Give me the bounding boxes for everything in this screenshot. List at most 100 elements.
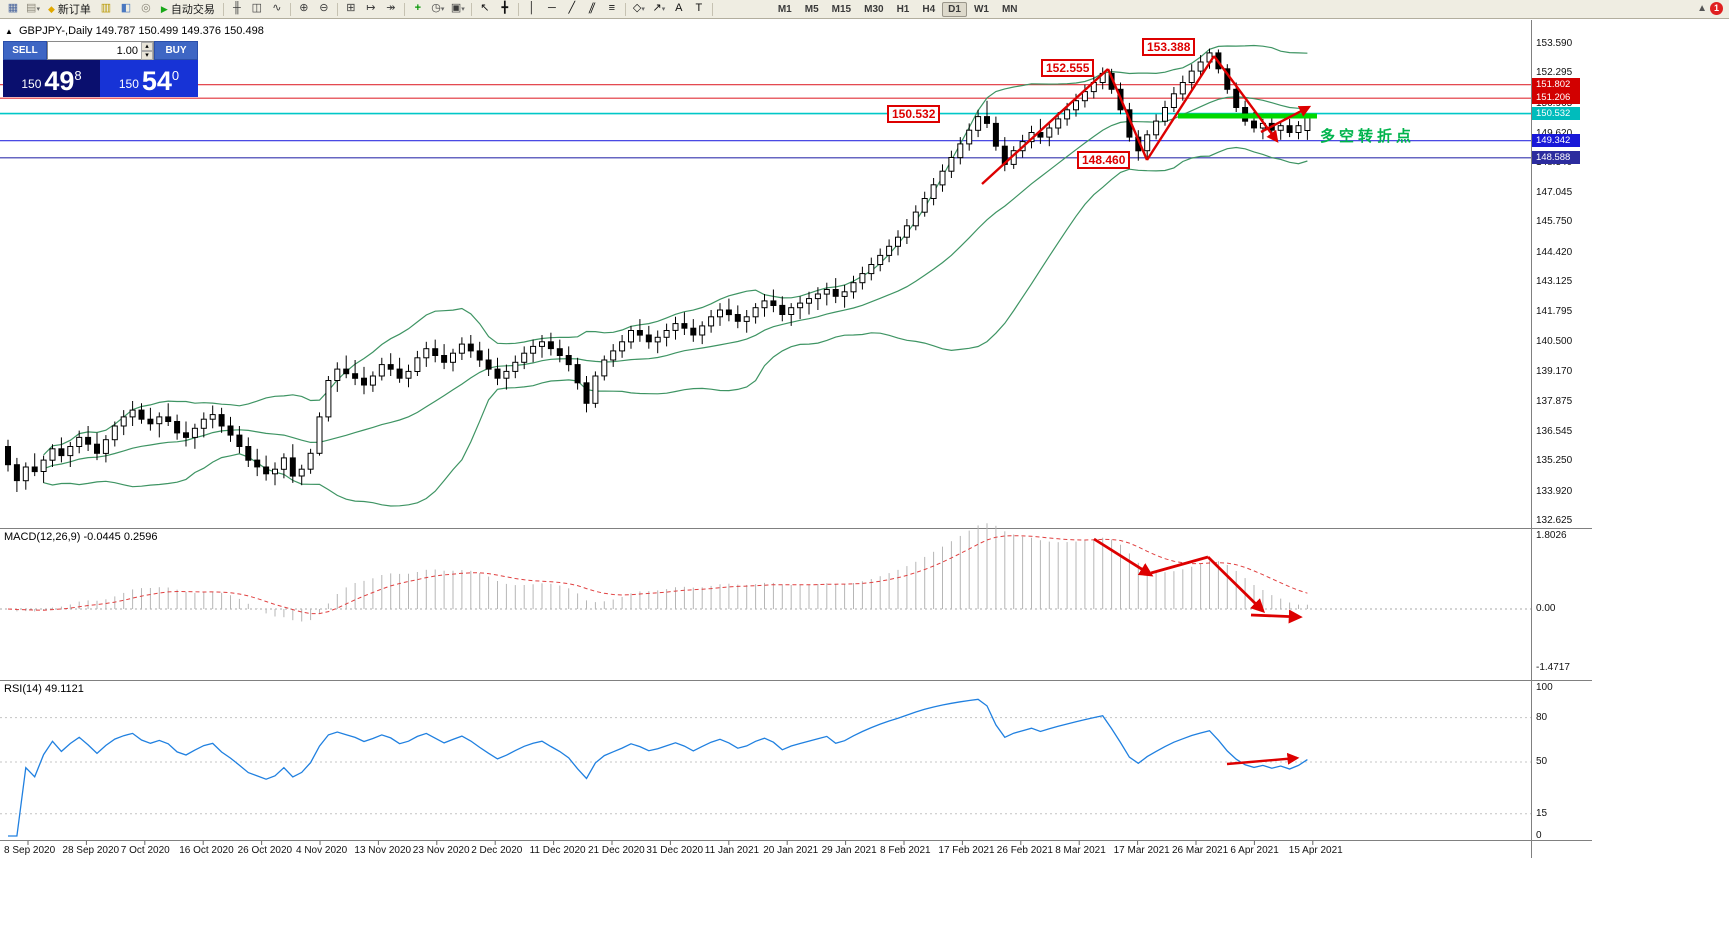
timeframe-button-m5[interactable]: M5 bbox=[804, 3, 819, 15]
toolbar-separator bbox=[289, 2, 291, 16]
line-chart-icon[interactable]: ∿ bbox=[267, 1, 287, 17]
tile-windows-icon: ⊞ bbox=[346, 2, 356, 14]
sell-button[interactable]: SELL bbox=[3, 41, 47, 60]
timeframe-button-mn[interactable]: MN bbox=[1001, 3, 1018, 15]
periods-icon[interactable]: ◷▾ bbox=[428, 1, 448, 17]
new-chart-icon[interactable]: ▦ bbox=[3, 1, 23, 17]
timeframe-button-m15[interactable]: M15 bbox=[831, 3, 852, 15]
profiles-icon[interactable]: ▤▾ bbox=[23, 1, 43, 17]
fibonacci-icon[interactable]: ≡ bbox=[602, 1, 622, 17]
bar-chart-icon[interactable]: ╫ bbox=[227, 1, 247, 17]
volume-up-icon[interactable]: ▴ bbox=[141, 42, 153, 51]
macd-annotation-arrow[interactable] bbox=[1150, 555, 1209, 575]
templates-icon: ▣ bbox=[450, 2, 462, 14]
candlestick-chart-icon[interactable]: ◫ bbox=[247, 1, 267, 17]
chart-shift-icon[interactable]: ↠ bbox=[381, 1, 401, 17]
zoom-out-icon[interactable]: ⊖ bbox=[314, 1, 334, 17]
vertical-line-icon: │ bbox=[528, 2, 536, 14]
chart-info-line: ▲ GBPJPY-,Daily 149.787 150.499 149.376 … bbox=[5, 25, 264, 37]
new-order-button-label: 新订单 bbox=[57, 4, 91, 16]
alert-icon[interactable]: ▲ bbox=[1697, 3, 1707, 14]
market-watch-icon[interactable]: ▥ bbox=[96, 1, 116, 17]
price-callout-label[interactable]: 148.460 bbox=[1077, 151, 1131, 169]
horizontal-line-icon[interactable]: ─ bbox=[542, 1, 562, 17]
text-icon[interactable]: A bbox=[669, 1, 689, 17]
bollinger-upper-band bbox=[43, 44, 1308, 456]
trend-zigzag-line[interactable] bbox=[981, 68, 1109, 185]
price-callout-label[interactable]: 150.532 bbox=[887, 105, 941, 123]
symbol-period-label: GBPJPY-,Daily bbox=[18, 25, 93, 37]
timeframe-button-w1[interactable]: W1 bbox=[973, 3, 989, 15]
trendline-icon[interactable]: ╱ bbox=[562, 1, 582, 17]
toolbar-separator bbox=[222, 2, 224, 16]
price-axis-label: 136.545 bbox=[1536, 425, 1573, 437]
crosshair-icon[interactable]: ╋ bbox=[495, 1, 515, 17]
macd-annotation-arrow[interactable] bbox=[1207, 556, 1265, 613]
channel-icon[interactable]: ∥ bbox=[582, 1, 602, 17]
toolbar-alerts: ▲ 1 bbox=[1697, 2, 1723, 15]
chevron-down-icon: ▾ bbox=[461, 6, 465, 13]
trend-zigzag-line[interactable] bbox=[1106, 68, 1149, 161]
fibonacci-icon: ≡ bbox=[608, 2, 616, 14]
date-axis-label: 28 Sep 2020 bbox=[62, 845, 120, 856]
macd-annotation-arrow[interactable] bbox=[1250, 609, 1303, 624]
rsi-annotation-arrow[interactable] bbox=[1226, 752, 1300, 766]
price-tag: 148.588 bbox=[1532, 150, 1580, 164]
buy-button[interactable]: BUY bbox=[154, 41, 198, 60]
text-label-icon[interactable]: T bbox=[689, 1, 709, 17]
date-axis-label: 13 Nov 2020 bbox=[354, 845, 412, 856]
one-click-buy-price[interactable]: 150 54 0 bbox=[100, 60, 198, 97]
volume-input[interactable] bbox=[48, 42, 141, 59]
volume-down-icon[interactable]: ▾ bbox=[141, 51, 153, 60]
breakout-arrow[interactable] bbox=[1260, 105, 1312, 134]
timeframe-button-m1[interactable]: M1 bbox=[777, 3, 792, 15]
arrows-icon[interactable]: ↗▾ bbox=[649, 1, 669, 17]
buy-price-sup: 0 bbox=[171, 68, 180, 83]
auto-trading-button-icon: ▶ bbox=[160, 3, 168, 14]
price-callout-label[interactable]: 153.388 bbox=[1142, 38, 1196, 56]
one-click-sell-price[interactable]: 150 49 8 bbox=[3, 60, 100, 97]
chart-shift-icon: ↠ bbox=[386, 2, 396, 14]
price-tag: 151.802 bbox=[1532, 77, 1580, 91]
date-axis-label: 6 Apr 2021 bbox=[1230, 845, 1279, 856]
bollinger-middle-band bbox=[43, 96, 1308, 470]
timeframe-button-h1[interactable]: H1 bbox=[896, 3, 910, 15]
shapes-icon[interactable]: ◇▾ bbox=[629, 1, 649, 17]
price-axis-label: 143.125 bbox=[1536, 276, 1573, 288]
toolbar-separator bbox=[711, 2, 713, 16]
zoom-in-icon[interactable]: ⊕ bbox=[294, 1, 314, 17]
auto-trading-button[interactable]: ▶ 自动交易 bbox=[156, 1, 220, 17]
price-callout-label[interactable]: 152.555 bbox=[1041, 59, 1095, 77]
indicators-icon[interactable]: + bbox=[408, 1, 428, 17]
date-axis-label: 17 Mar 2021 bbox=[1113, 845, 1170, 856]
macd-axis-label: -1.4717 bbox=[1536, 662, 1570, 674]
trend-zigzag-line[interactable] bbox=[1213, 55, 1279, 143]
timeframe-group: M1 M5 M15 M30 H1 H4 D1 W1 MN bbox=[772, 1, 1024, 17]
toolbar-separator bbox=[336, 2, 338, 16]
price-axis-label: 139.170 bbox=[1536, 366, 1573, 378]
tile-windows-icon[interactable]: ⊞ bbox=[341, 1, 361, 17]
new-order-button[interactable]: ◆ 新订单 bbox=[43, 1, 96, 17]
trend-zigzag-line[interactable] bbox=[1145, 55, 1216, 161]
macd-annotation-arrow[interactable] bbox=[1093, 537, 1154, 577]
data-window-icon[interactable]: ◧ bbox=[116, 1, 136, 17]
timeframe-button-d1[interactable]: D1 bbox=[942, 1, 967, 17]
zoom-in-icon: ⊕ bbox=[299, 2, 309, 14]
crosshair-icon: ╋ bbox=[501, 2, 509, 14]
new-chart-icon: ▦ bbox=[7, 2, 19, 14]
timeframe-button-h4[interactable]: H4 bbox=[922, 3, 936, 15]
vertical-line-icon[interactable]: │ bbox=[522, 1, 542, 17]
templates-icon[interactable]: ▣▾ bbox=[448, 1, 468, 17]
navigator-icon[interactable]: ◎ bbox=[136, 1, 156, 17]
price-axis-label: 137.875 bbox=[1536, 395, 1573, 407]
cursor-icon[interactable]: ↖ bbox=[475, 1, 495, 17]
notification-badge[interactable]: 1 bbox=[1710, 2, 1723, 15]
buy-price-big: 54 bbox=[141, 66, 172, 96]
date-axis-label: 17 Feb 2021 bbox=[938, 845, 995, 856]
timeframe-button-m30[interactable]: M30 bbox=[864, 3, 884, 15]
turning-point-label[interactable]: 多空转折点 bbox=[1320, 128, 1416, 145]
candlestick-series bbox=[5, 48, 1311, 492]
one-click-toggle-icon[interactable]: ▲ bbox=[5, 27, 13, 36]
auto-scroll-icon[interactable]: ↦ bbox=[361, 1, 381, 17]
